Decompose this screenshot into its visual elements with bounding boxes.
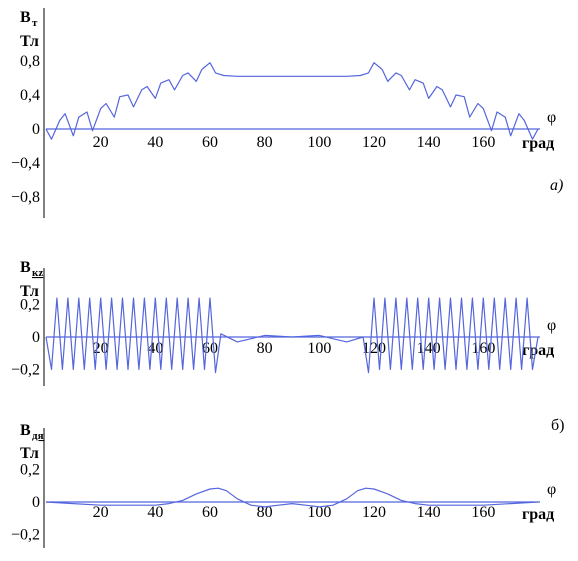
x-axis-unit: град [522,135,554,152]
y-label-symbol: B [20,9,31,26]
y-ticks: 0,8 0,4 0 −0,4 −0,8 [11,53,40,206]
x-tick-label: 100 [307,134,331,151]
y-label-subscript: дя [32,430,44,442]
x-tick-label: 60 [202,504,218,521]
x-axis-unit: град [522,342,554,359]
y-label-unit: Тл [20,33,39,50]
y-tick-label: 0,8 [20,53,40,70]
series-line [45,487,539,508]
series-group [45,62,539,140]
y-label-subscript: кz [32,267,43,279]
x-tick-label: 120 [362,504,386,521]
x-axis-symbol: φ [547,109,556,126]
panel-b-dya: B дя Тл 0,20−0,2 20 40 60 80 100 120 140 160 φ … [11,417,564,548]
x-tick-label: 140 [417,504,441,521]
x-tick-label: 40 [147,504,163,521]
y-tick-label: −0,4 [11,155,40,172]
x-tick-label: 80 [257,134,273,151]
x-tick-label: 160 [471,340,495,357]
y-tick-label: 0 [32,121,40,138]
y-tick-label: 0 [32,329,40,346]
y-label-symbol: B [20,422,31,439]
panel-b-t: B т Тл 0,8 0,4 0 −0,4 −0,8 20 40 60 80 100 120 140… [11,8,563,218]
panel-b-kz: B кz Тл 0,20−0,2 20 40 60 80 100 120 140 160 φ … [11,259,556,386]
x-tick-label: 140 [417,134,441,151]
y-tick-label: −0,2 [11,526,40,543]
panel-label-b: б) [551,417,564,434]
y-ticks: 0,2 0 −0,2 [11,297,40,379]
x-tick-label: 60 [202,340,218,357]
series-group [45,297,539,374]
y-label-subscript: т [32,17,38,29]
x-axis-symbol: φ [547,481,556,498]
y-tick-label: 0 [32,494,40,511]
x-tick-label: 80 [257,340,273,357]
y-label-symbol: B [20,259,31,276]
x-axis-unit: град [522,506,554,523]
y-tick-label: −0,8 [11,189,40,206]
x-axis-symbol: φ [547,317,556,334]
x-tick-label: 140 [417,340,441,357]
x-tick-label: 20 [93,134,109,151]
x-tick-label: 160 [471,504,495,521]
x-tick-label: 60 [202,134,218,151]
x-ticks: 20 40 60 80 100 120 140 160 [93,134,496,151]
x-tick-label: 20 [93,504,109,521]
x-tick-label: 80 [257,504,273,521]
x-tick-label: 100 [307,340,331,357]
panel-label-a: а) [550,177,563,194]
y-label-unit: Тл [20,445,39,462]
series-group [45,487,539,508]
y-label-unit: Тл [20,283,39,300]
y-ticks: 0,2 0 −0,2 [11,462,40,544]
x-tick-label: 40 [147,134,163,151]
series-line [45,62,539,140]
y-tick-label: −0,2 [11,361,40,378]
x-tick-label: 120 [362,134,386,151]
x-tick-label: 100 [307,504,331,521]
x-tick-label: 120 [362,340,386,357]
y-tick-label: 0,4 [20,87,40,104]
y-tick-label: 0,2 [20,462,40,479]
x-ticks: 20 40 60 80 100 120 140 160 [93,504,496,521]
x-tick-label: 40 [147,340,163,357]
x-tick-label: 20 [93,340,109,357]
x-tick-label: 160 [471,134,495,151]
y-tick-label: 0,2 [20,297,40,314]
series-line [45,297,539,374]
